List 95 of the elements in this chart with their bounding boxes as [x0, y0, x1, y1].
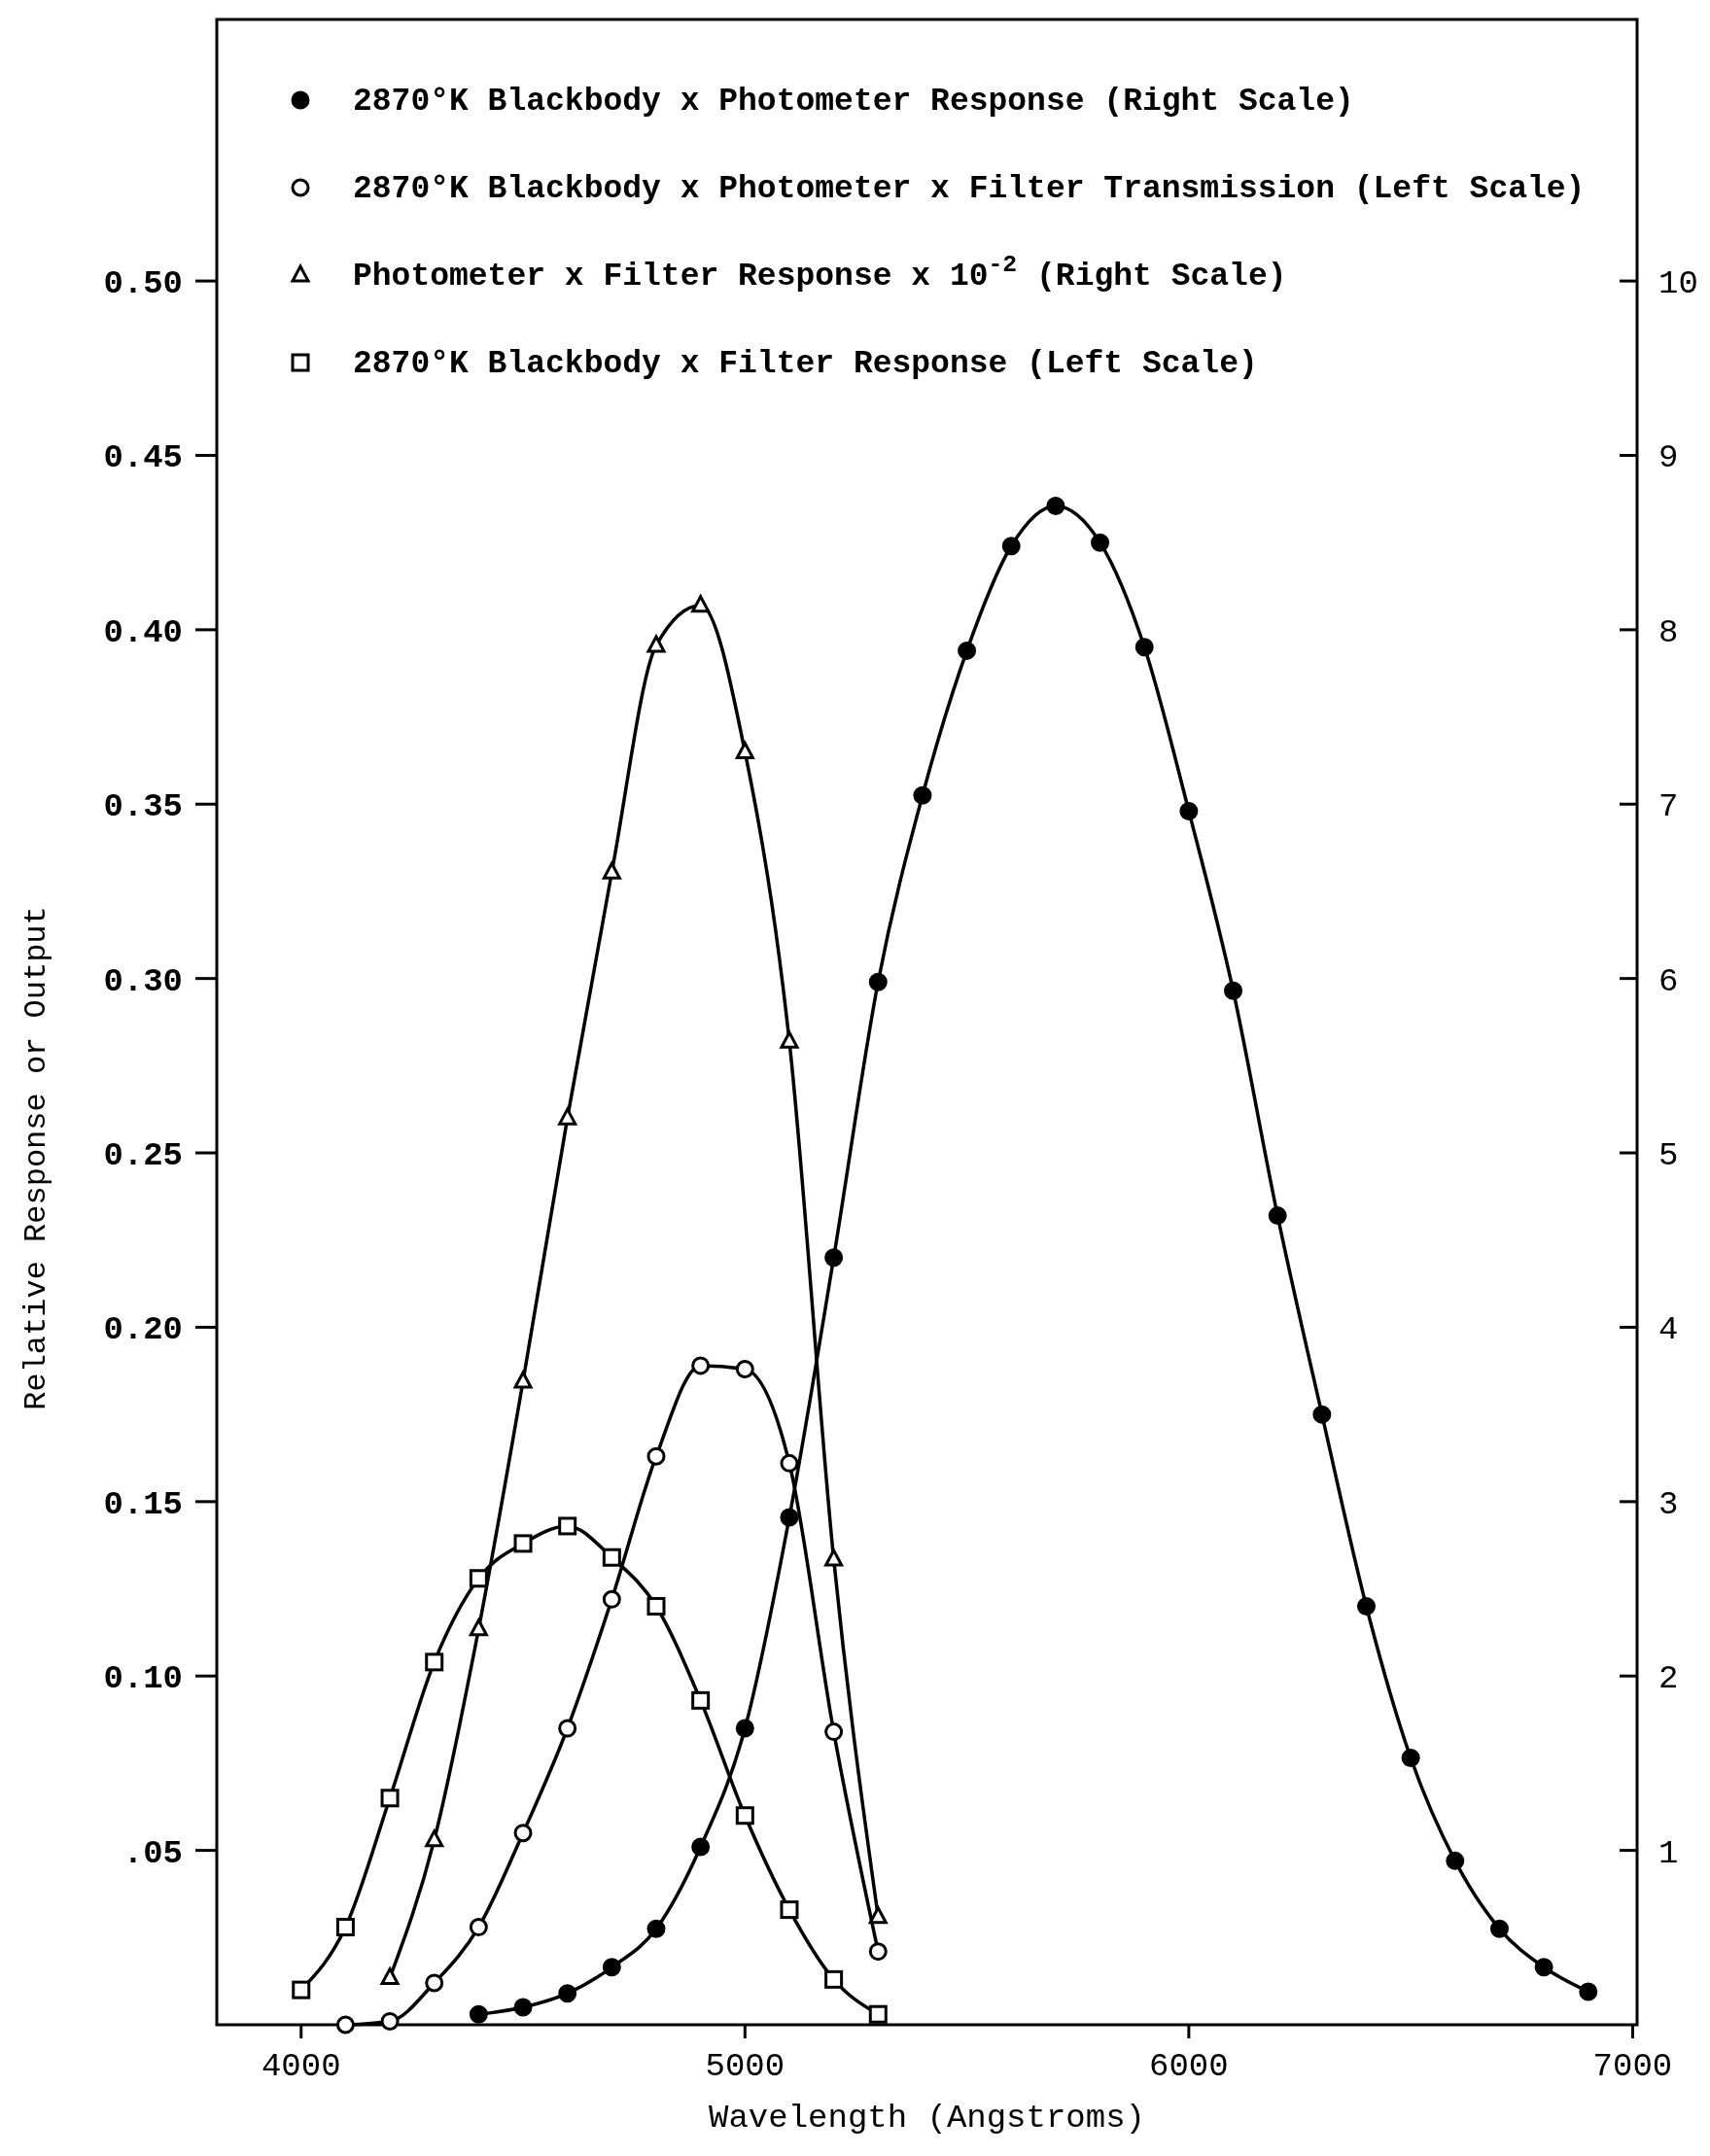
point	[780, 1508, 799, 1527]
legend-label: 2870°K Blackbody x Photometer x Filter Transmission (Left Scale)	[353, 171, 1586, 207]
point	[868, 972, 888, 991]
point	[513, 1824, 533, 1843]
point	[602, 1589, 621, 1609]
point	[824, 1722, 844, 1742]
point	[1001, 537, 1021, 556]
point	[602, 861, 621, 880]
y-tick-label: 0.15	[103, 1485, 183, 1523]
y2-tick-label: 2	[1658, 1660, 1679, 1698]
point	[469, 1569, 488, 1588]
x-tick-label: 5000	[705, 2048, 785, 2085]
point	[558, 1107, 577, 1126]
x-axis-title: Wavelength (Angstroms)	[709, 2100, 1145, 2137]
point	[824, 1248, 844, 1268]
point	[735, 1359, 754, 1378]
legend-label: Photometer x Filter Response x 10$^{-2}$ (Right Scale)	[353, 251, 1287, 295]
point	[1091, 533, 1110, 552]
point	[469, 1618, 488, 1637]
point	[1357, 1596, 1376, 1616]
point	[691, 1356, 711, 1375]
y2-tick-label: 5	[1658, 1136, 1679, 1174]
y2-tick-label: 8	[1658, 613, 1679, 651]
point	[868, 2004, 888, 2024]
point	[1489, 1919, 1509, 1938]
point	[1046, 497, 1065, 515]
point	[469, 1918, 488, 1937]
legend-label: 2870°K Blackbody x Photometer Response (Right Scale)	[353, 84, 1354, 120]
legend-label: 2870°K Blackbody x Filter Response (Left Scale)	[353, 346, 1258, 382]
point	[1401, 1749, 1420, 1768]
point	[602, 1958, 621, 1977]
x-tick-label: 4000	[261, 2048, 341, 2085]
point	[558, 1984, 577, 2003]
point	[913, 785, 932, 805]
point	[735, 1719, 754, 1738]
point	[469, 2004, 488, 2024]
point	[735, 741, 754, 759]
point	[646, 635, 666, 653]
point	[824, 1969, 844, 1989]
point	[380, 2011, 400, 2031]
point	[335, 2015, 355, 2034]
point	[513, 1998, 533, 2017]
y-tick-label: 0.20	[103, 1311, 183, 1349]
y-tick-label: 0.50	[103, 264, 183, 302]
point	[1446, 1851, 1465, 1870]
point	[1534, 1958, 1553, 1977]
point	[380, 1789, 400, 1808]
point	[513, 1534, 533, 1553]
y-tick-label: 0.35	[103, 788, 183, 826]
y-tick-label: 0.30	[103, 962, 183, 1000]
point	[780, 1900, 799, 1920]
y2-tick-label: 4	[1658, 1311, 1679, 1349]
point	[1179, 801, 1199, 820]
y2-tick-label: 10	[1658, 264, 1698, 302]
point	[335, 1918, 355, 1937]
point	[646, 1919, 666, 1938]
point	[824, 1548, 844, 1567]
y2-tick-label: 7	[1658, 788, 1679, 826]
point	[425, 1652, 444, 1672]
point	[691, 595, 711, 613]
point	[691, 1837, 711, 1857]
point	[1312, 1405, 1332, 1424]
point	[868, 1942, 888, 1962]
point	[1134, 638, 1154, 657]
x-tick-label: 6000	[1149, 2048, 1229, 2085]
point	[1224, 981, 1243, 1000]
y2-tick-label: 9	[1658, 439, 1679, 477]
point	[780, 1453, 799, 1473]
y-tick-label: 0.40	[103, 613, 183, 651]
x-tick-label: 7000	[1592, 2048, 1673, 2085]
y2-tick-label: 6	[1658, 962, 1679, 1000]
y-tick-label: .05	[122, 1834, 183, 1872]
point	[868, 1906, 888, 1925]
point	[380, 1967, 400, 1986]
point	[780, 1030, 799, 1049]
y2-tick-label: 1	[1658, 1834, 1679, 1872]
point	[425, 1829, 444, 1848]
y-tick-label: 0.10	[103, 1660, 183, 1698]
y2-tick-label: 3	[1658, 1485, 1679, 1523]
point	[1579, 1982, 1598, 2001]
point	[513, 1371, 533, 1389]
point	[1268, 1206, 1287, 1226]
point	[602, 1547, 621, 1567]
y-tick-label: 0.25	[103, 1136, 183, 1174]
point	[735, 1806, 754, 1826]
y-axis-title: Relative Response or Output	[18, 906, 54, 1410]
point	[425, 1973, 444, 1993]
point	[958, 641, 977, 660]
point	[558, 1516, 577, 1536]
y-tick-label: 0.45	[103, 439, 183, 477]
point	[292, 1980, 311, 2000]
point	[646, 1446, 666, 1466]
point	[691, 1690, 711, 1710]
point	[558, 1719, 577, 1738]
point	[646, 1596, 666, 1616]
